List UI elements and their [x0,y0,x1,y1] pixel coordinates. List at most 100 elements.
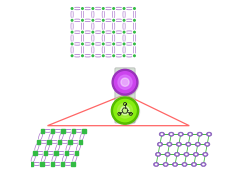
Ellipse shape [191,162,197,167]
Ellipse shape [180,133,182,135]
Bar [37,140,40,144]
Ellipse shape [183,163,186,166]
Circle shape [81,43,84,46]
Ellipse shape [155,152,161,156]
Circle shape [122,19,126,22]
Circle shape [102,19,105,22]
Ellipse shape [170,133,173,135]
Bar [40,162,43,166]
Ellipse shape [186,142,191,146]
Circle shape [122,54,126,57]
Ellipse shape [176,142,182,146]
Circle shape [133,31,136,34]
Circle shape [81,54,84,57]
Ellipse shape [158,143,161,145]
Circle shape [122,43,126,46]
Circle shape [112,43,115,46]
Ellipse shape [168,143,171,145]
Ellipse shape [185,153,188,155]
Bar [48,140,51,144]
Ellipse shape [208,133,210,135]
Ellipse shape [163,162,168,167]
Ellipse shape [201,162,206,167]
Ellipse shape [195,142,200,146]
Ellipse shape [155,163,158,166]
Ellipse shape [187,143,190,145]
Ellipse shape [154,162,159,167]
Circle shape [102,7,105,10]
Ellipse shape [193,152,198,156]
Circle shape [133,43,136,46]
Circle shape [81,19,84,22]
Ellipse shape [184,152,189,156]
Ellipse shape [196,143,199,145]
Circle shape [91,7,94,10]
Ellipse shape [164,163,167,166]
Bar [50,162,54,166]
Ellipse shape [174,163,176,166]
Ellipse shape [206,132,212,136]
Circle shape [133,19,136,22]
Ellipse shape [198,133,201,135]
Circle shape [114,99,136,122]
Circle shape [70,7,74,10]
Circle shape [118,103,132,118]
Circle shape [113,70,139,96]
Circle shape [91,54,94,57]
Ellipse shape [206,143,208,145]
Circle shape [122,7,126,10]
Circle shape [112,7,115,10]
Ellipse shape [178,132,184,136]
Bar [41,129,44,133]
Circle shape [114,72,136,93]
Bar [61,162,64,166]
Circle shape [112,97,138,124]
Bar [30,162,33,166]
Bar [68,140,71,144]
Circle shape [112,19,115,22]
Bar [72,129,75,133]
Ellipse shape [160,133,163,135]
Ellipse shape [189,133,192,135]
Circle shape [112,31,115,34]
Circle shape [70,19,74,22]
Circle shape [102,31,105,34]
Ellipse shape [159,132,164,136]
Circle shape [81,7,84,10]
FancyBboxPatch shape [115,68,135,123]
Circle shape [112,98,140,125]
Ellipse shape [194,153,197,155]
Circle shape [112,69,138,95]
Bar [75,151,78,155]
Ellipse shape [168,132,174,136]
Ellipse shape [204,142,210,146]
Ellipse shape [197,132,202,136]
Bar [34,151,37,155]
Circle shape [121,78,129,86]
Circle shape [133,7,136,10]
Ellipse shape [182,162,187,167]
Circle shape [91,19,94,22]
Bar [78,140,82,144]
Ellipse shape [166,153,169,155]
Ellipse shape [174,152,180,156]
Ellipse shape [188,132,193,136]
Bar [54,151,58,155]
Ellipse shape [202,152,208,156]
Circle shape [70,54,74,57]
Ellipse shape [157,142,163,146]
Ellipse shape [178,143,180,145]
Ellipse shape [193,163,195,166]
Circle shape [91,43,94,46]
Circle shape [70,43,74,46]
Bar [51,129,54,133]
Circle shape [133,54,136,57]
Bar [58,140,61,144]
Circle shape [70,31,74,34]
Bar [82,129,86,133]
Circle shape [102,43,105,46]
Ellipse shape [167,142,172,146]
Bar [62,129,65,133]
Ellipse shape [157,153,160,155]
Bar [71,162,75,166]
